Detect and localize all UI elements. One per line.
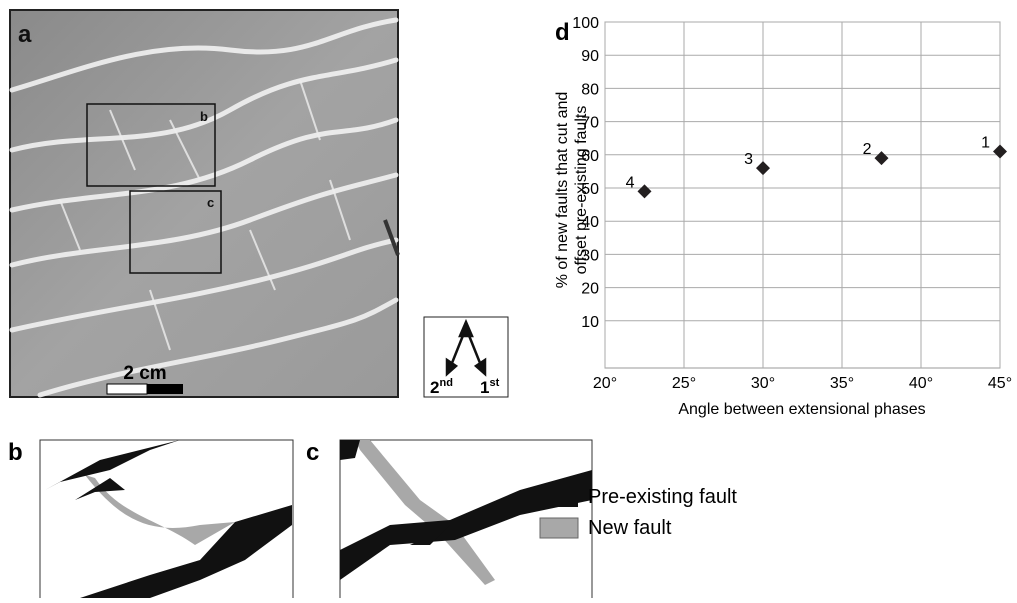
photo-panel: a b c 2 cm 2nd 1st [10,10,508,397]
data-point [993,144,1007,158]
point-label: 3 [744,151,753,168]
compass-sup: nd [439,377,452,389]
compass-base: 2 [430,378,439,397]
plot-frame [605,22,1000,368]
chart: d Angle between extensional phases % of … [554,15,1012,418]
y-tick-label: 30 [581,247,599,264]
panel-label: c [306,439,319,466]
y-tick-label: 50 [581,181,599,198]
y-tick-label: 40 [581,214,599,231]
x-tick-label: 20° [593,375,617,392]
x-tick-label: 30° [751,375,775,392]
data-point [638,184,652,198]
y-tick-label: 70 [581,115,599,132]
panel-label: a [18,21,32,48]
data-point [875,151,889,165]
scale-label: 2 cm [123,363,166,384]
legend-label: New fault [588,517,672,539]
panel-label: d [555,19,570,46]
point-label: 1 [981,134,990,151]
y-tick-label: 100 [572,15,599,32]
x-axis-label: Angle between extensional phases [678,401,925,418]
figure: a b c 2 cm 2nd 1st b c Pre-existing faul… [0,0,1017,598]
y-tick-label: 10 [581,314,599,331]
point-label: 4 [626,174,635,191]
data-point [756,161,770,175]
sketch-panels: b c Pre-existing fault New fault [8,439,737,598]
compass-sup: st [489,377,499,389]
x-tick-label: 40° [909,375,933,392]
box-label: c [207,195,214,210]
y-tick-label: 20 [581,281,599,298]
x-tick-label: 35° [830,375,854,392]
box-label: b [200,109,208,124]
y-tick-label: 60 [581,148,599,165]
panel-label: b [8,439,23,466]
y-axis-label: % of new faults that cut and [554,92,571,289]
y-tick-label: 80 [581,81,599,98]
x-tick-label: 25° [672,375,696,392]
compass-base: 1 [480,378,489,397]
y-tick-label: 90 [581,48,599,65]
x-tick-label: 45° [988,375,1012,392]
point-label: 2 [863,141,872,158]
legend-label: Pre-existing fault [588,486,737,508]
